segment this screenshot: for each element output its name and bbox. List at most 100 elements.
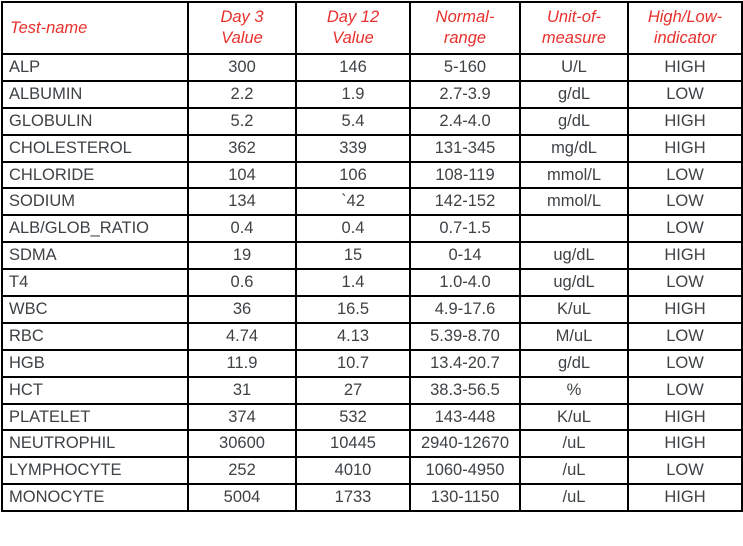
test-name-cell: GLOBULIN [1, 106, 189, 136]
day12-value-cell: 532 [295, 402, 411, 432]
normal-range-cell: 2.7-3.9 [409, 79, 521, 109]
day12-value-cell: 4.13 [295, 321, 411, 351]
test-name-cell: HGB [1, 348, 189, 378]
header-label: range [443, 29, 487, 47]
table-row: SODIUM 134 `42 142-152 mmol/L LOW [1, 187, 743, 217]
day12-value-cell: 10445 [295, 429, 411, 459]
unit-cell: M/uL [519, 321, 629, 351]
table-row: RBC 4.74 4.13 5.39-8.70 M/uL LOW [1, 321, 743, 351]
test-name-cell: WBC [1, 295, 189, 324]
table-row: PLATELET 374 532 143-448 K/uL HIGH [1, 402, 743, 432]
day12-value-cell: 4010 [295, 456, 411, 486]
indicator-cell: HIGH [627, 133, 743, 163]
unit-cell: /uL [519, 456, 629, 486]
test-name-cell: RBC [1, 321, 189, 351]
indicator-cell: LOW [627, 348, 743, 378]
table-row: CHOLESTEROL 362 339 131-345 mg/dL HIGH [1, 133, 743, 163]
test-name-cell: LYMPHOCYTE [1, 456, 189, 486]
col-header-unit-of-measure: Unit-of-measure [519, 1, 629, 55]
day12-value-cell: 1.4 [295, 268, 411, 298]
day3-value-cell: 374 [187, 402, 297, 432]
table-row: SDMA 19 15 0-14 ug/dL HIGH [1, 241, 743, 271]
day3-value-cell: 0.4 [187, 214, 297, 244]
unit-cell: U/L [519, 53, 629, 82]
day3-value-cell: 36 [187, 295, 297, 324]
header-row: Test-name Day 3 Value Day 12 Value Normal-… [1, 1, 743, 55]
unit-cell: mmol/L [519, 187, 629, 217]
header-label: Unit-of- [546, 8, 602, 26]
day3-value-cell: 11.9 [187, 348, 297, 378]
normal-range-cell: 142-152 [409, 187, 521, 217]
test-name-cell: SDMA [1, 241, 189, 271]
test-name-cell: SODIUM [1, 187, 189, 217]
normal-range-cell: 108-119 [409, 160, 521, 190]
normal-range-cell: 0-14 [409, 241, 521, 271]
day3-value-cell: 252 [187, 456, 297, 486]
col-header-normal-range: Normal-range [409, 1, 521, 55]
test-name-cell: ALB/GLOB_RATIO [1, 214, 189, 244]
indicator-cell: HIGH [627, 295, 743, 324]
normal-range-cell: 1060-4950 [409, 456, 521, 486]
test-name-cell: T4 [1, 268, 189, 298]
normal-range-cell: 130-1150 [409, 483, 521, 513]
indicator-cell: LOW [627, 79, 743, 109]
day12-value-cell: `42 [295, 187, 411, 217]
day3-value-cell: 300 [187, 53, 297, 82]
header-label: Day 12 [326, 8, 380, 26]
indicator-cell: HIGH [627, 53, 743, 82]
normal-range-cell: 4.9-17.6 [409, 295, 521, 324]
indicator-cell: HIGH [627, 483, 743, 513]
header-label: Day 3 [220, 8, 264, 26]
unit-cell: K/uL [519, 295, 629, 324]
unit-cell: g/dL [519, 79, 629, 109]
day12-value-cell: 27 [295, 375, 411, 405]
test-name-cell: ALP [1, 53, 189, 82]
test-name-cell: MONOCYTE [1, 483, 189, 513]
day12-value-cell: 146 [295, 53, 411, 82]
day12-value-cell: 5.4 [295, 106, 411, 136]
test-name-cell: HCT [1, 375, 189, 405]
indicator-cell: HIGH [627, 402, 743, 432]
col-header-day3-value: Day 3 Value [187, 1, 297, 55]
unit-cell: K/uL [519, 402, 629, 432]
unit-cell: g/dL [519, 348, 629, 378]
test-name-cell: PLATELET [1, 402, 189, 432]
table-row: MONOCYTE 5004 1733 130-1150/uL HIGH [1, 483, 743, 513]
day3-value-cell: 362 [187, 133, 297, 163]
header-label: indicator [653, 29, 717, 47]
col-header-day12-value: Day 12 Value [295, 1, 411, 55]
normal-range-cell: 5-160 [409, 53, 521, 82]
col-header-high-low-indicator: High/Low-indicator [627, 1, 743, 55]
day3-value-cell: 30600 [187, 429, 297, 459]
day12-value-cell: 1.9 [295, 79, 411, 109]
day3-value-cell: 134 [187, 187, 297, 217]
indicator-cell: LOW [627, 375, 743, 405]
unit-cell: ug/dL [519, 241, 629, 271]
test-name-cell: ALBUMIN [1, 79, 189, 109]
normal-range-cell: 38.3-56.5 [409, 375, 521, 405]
indicator-cell: LOW [627, 214, 743, 244]
indicator-cell: LOW [627, 456, 743, 486]
header-label: Normal- [435, 8, 495, 26]
header-label: measure [541, 29, 607, 47]
normal-range-cell: 1.0-4.0 [409, 268, 521, 298]
table-row: ALBUMIN 2.2 1.9 2.7-3.9 g/dL LOW [1, 79, 743, 109]
indicator-cell: HIGH [627, 241, 743, 271]
day12-value-cell: 16.5 [295, 295, 411, 324]
lab-results-table: Test-name Day 3 Value Day 12 Value Normal-… [1, 1, 743, 513]
normal-range-cell: 2940-12670 [409, 429, 521, 459]
table-row: WBC 36 16.5 4.9-17.6 K/uL HIGH [1, 295, 743, 324]
day12-value-cell: 339 [295, 133, 411, 163]
header-label: Value [332, 29, 374, 47]
indicator-cell: LOW [627, 187, 743, 217]
day3-value-cell: 19 [187, 241, 297, 271]
unit-cell: % [519, 375, 629, 405]
day3-value-cell: 104 [187, 160, 297, 190]
test-name-cell: CHOLESTEROL [1, 133, 189, 163]
table-row: T4 0.6 1.4 1.0-4.0 ug/dL LOW [1, 268, 743, 298]
day3-value-cell: 5004 [187, 483, 297, 513]
normal-range-cell: 0.7-1.5 [409, 214, 521, 244]
normal-range-cell: 131-345 [409, 133, 521, 163]
table-row: ALP 300 146 5-160 U/L HIGH [1, 53, 743, 82]
header-label: High/Low- [647, 8, 723, 26]
